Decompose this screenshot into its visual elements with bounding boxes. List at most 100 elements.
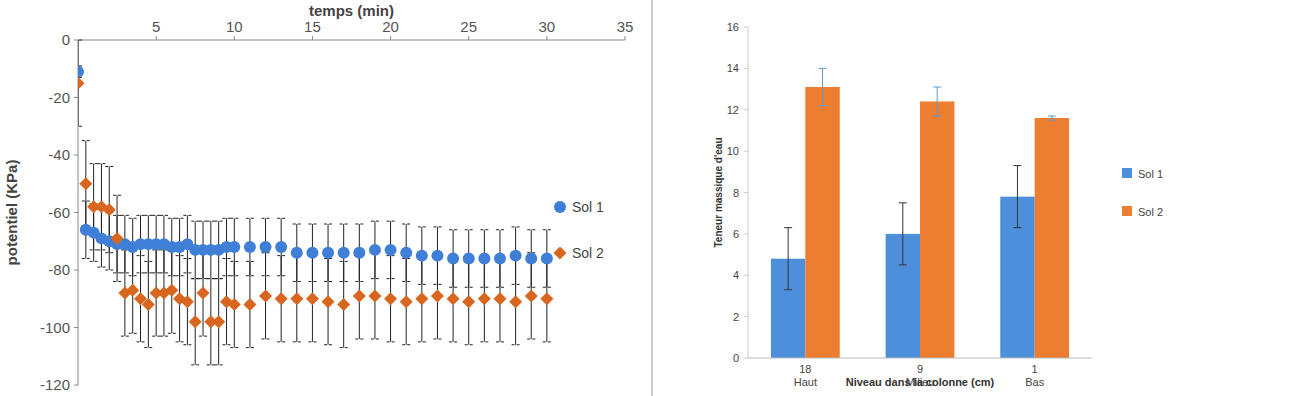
error-stem bbox=[902, 203, 903, 265]
x-tick bbox=[625, 36, 626, 40]
marker bbox=[353, 247, 365, 259]
error-stem bbox=[1017, 166, 1018, 228]
error-cap bbox=[144, 215, 152, 216]
x-tick bbox=[312, 36, 313, 40]
y-tick-label: 10 bbox=[727, 145, 739, 157]
y-axis-label: Teneur massique d'eau bbox=[713, 137, 724, 247]
error-cap bbox=[113, 195, 121, 196]
y-tick-label: 14 bbox=[727, 62, 739, 74]
marker bbox=[368, 289, 381, 302]
error-cap bbox=[82, 140, 90, 141]
y-tick bbox=[744, 68, 748, 69]
error-cap bbox=[129, 218, 137, 219]
y-tick-label: 0 bbox=[733, 352, 739, 364]
legend-swatch bbox=[1122, 206, 1132, 216]
error-cap bbox=[933, 115, 941, 116]
marker bbox=[554, 247, 567, 260]
error-cap bbox=[246, 347, 254, 348]
error-cap bbox=[543, 341, 551, 342]
marker bbox=[447, 292, 460, 305]
y-tick-label: 4 bbox=[733, 269, 739, 281]
marker bbox=[306, 292, 319, 305]
y-tick bbox=[74, 97, 78, 98]
label-line: 18 bbox=[799, 363, 811, 375]
error-cap bbox=[262, 339, 270, 340]
error-cap bbox=[168, 333, 176, 334]
error-cap bbox=[215, 364, 223, 365]
marker bbox=[165, 284, 178, 297]
error-stem bbox=[937, 87, 938, 116]
x-axis bbox=[78, 40, 625, 41]
error-cap bbox=[402, 344, 410, 345]
error-cap bbox=[387, 221, 395, 222]
error-cap bbox=[402, 224, 410, 225]
marker bbox=[478, 253, 490, 265]
marker bbox=[462, 295, 475, 308]
error-cap bbox=[293, 341, 301, 342]
marker bbox=[447, 253, 459, 265]
bar bbox=[1035, 118, 1069, 358]
marker bbox=[260, 241, 272, 253]
chart-water-content: 024681012141618Haut9Milieu1BasNiveau dan… bbox=[713, 21, 1163, 388]
error-cap bbox=[137, 341, 145, 342]
error-cap bbox=[176, 341, 184, 342]
marker bbox=[275, 292, 288, 305]
y-tick-label: -100 bbox=[40, 319, 70, 336]
marker bbox=[103, 203, 116, 216]
error-cap bbox=[160, 336, 168, 337]
error-cap bbox=[387, 341, 395, 342]
error-cap bbox=[176, 255, 184, 256]
error-bar bbox=[784, 228, 792, 290]
y-tick bbox=[744, 233, 748, 234]
error-cap bbox=[1013, 165, 1021, 166]
error-cap bbox=[105, 166, 113, 167]
y-axis-label: potentiel (KPa) bbox=[3, 160, 20, 266]
error-cap bbox=[230, 347, 238, 348]
error-cap bbox=[90, 261, 98, 262]
error-cap bbox=[293, 224, 301, 225]
y-tick bbox=[744, 358, 748, 359]
plot-area bbox=[771, 68, 1069, 358]
marker bbox=[494, 253, 506, 265]
marker bbox=[540, 292, 553, 305]
error-cap bbox=[480, 229, 488, 230]
marker bbox=[400, 247, 412, 259]
marker bbox=[275, 241, 287, 253]
error-cap bbox=[512, 344, 520, 345]
error-cap bbox=[246, 261, 254, 262]
marker bbox=[493, 292, 506, 305]
y-tick bbox=[74, 385, 78, 386]
marker bbox=[431, 250, 443, 262]
error-cap bbox=[496, 229, 504, 230]
error-cap bbox=[121, 336, 129, 337]
error-cap bbox=[277, 255, 285, 256]
marker bbox=[212, 315, 225, 328]
marker bbox=[142, 298, 155, 311]
error-cap bbox=[105, 270, 113, 271]
error-cap bbox=[324, 224, 332, 225]
error-cap bbox=[191, 221, 199, 222]
x-tick-label: 30 bbox=[539, 18, 556, 35]
error-cap bbox=[277, 218, 285, 219]
error-cap bbox=[355, 339, 363, 340]
error-cap bbox=[465, 229, 473, 230]
error-cap bbox=[449, 341, 457, 342]
marker bbox=[554, 201, 566, 213]
error-cap bbox=[191, 278, 199, 279]
y-tick-label: 0 bbox=[62, 31, 70, 48]
error-stem bbox=[788, 228, 789, 290]
error-cap bbox=[784, 227, 792, 228]
marker bbox=[510, 250, 522, 262]
error-cap bbox=[105, 252, 113, 253]
error-cap bbox=[512, 226, 520, 227]
error-cap bbox=[543, 229, 551, 230]
y-tick-label: 6 bbox=[733, 228, 739, 240]
error-cap bbox=[819, 105, 827, 106]
error-cap bbox=[183, 258, 191, 259]
error-cap bbox=[129, 333, 137, 334]
error-cap bbox=[496, 341, 504, 342]
error-cap bbox=[371, 339, 379, 340]
error-cap bbox=[183, 344, 191, 345]
marker bbox=[126, 284, 139, 297]
marker bbox=[353, 289, 366, 302]
